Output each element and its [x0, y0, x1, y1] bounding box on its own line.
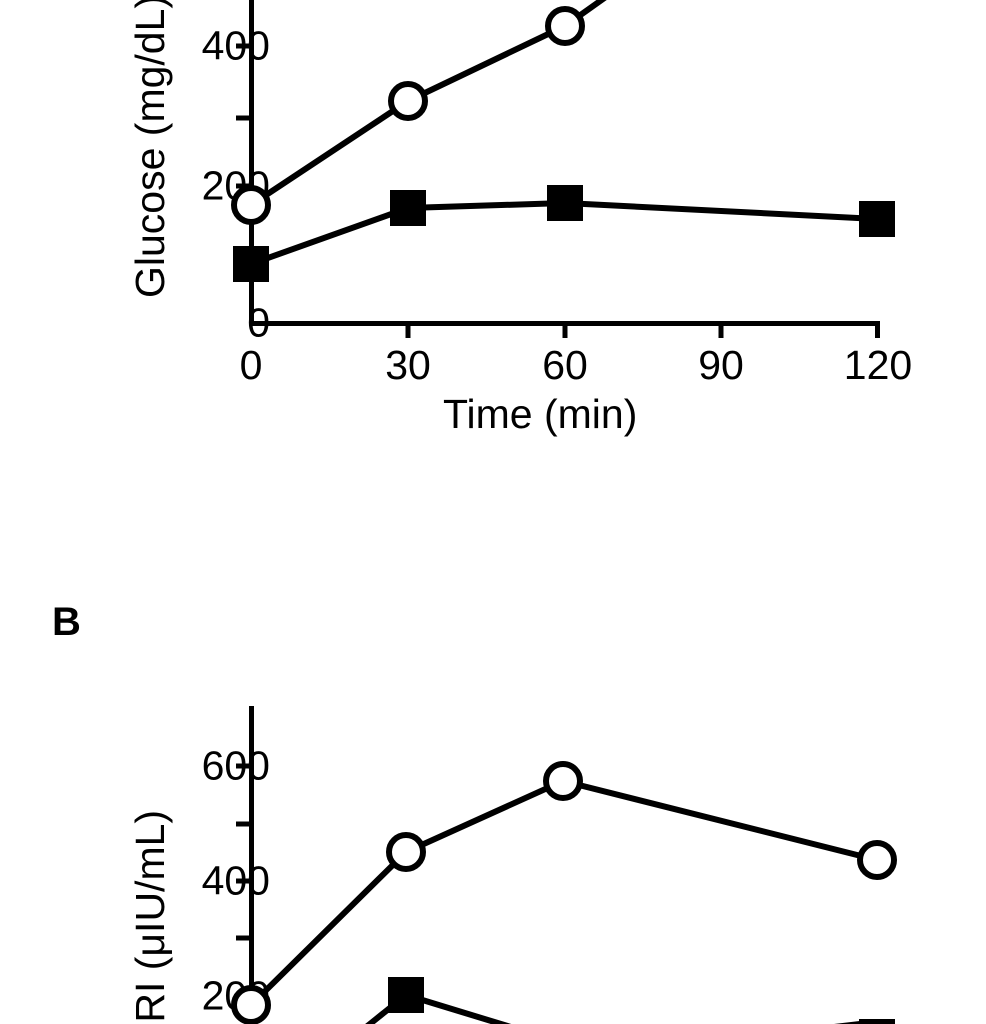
panel-b: B IRI (μIU/mL) 600 400 200: [0, 590, 986, 1024]
panel-a-filled-square-marker-120min: [859, 201, 895, 237]
panel-b-y-tick-label-400: 400: [201, 857, 270, 904]
panel-a-open-circle-marker-30min: [388, 81, 428, 121]
panel-a-x-axis-title: Time (min): [443, 391, 638, 437]
panel-a-open-circle-line: [249, 0, 607, 208]
panel-a-filled-square-marker-60min: [547, 185, 583, 221]
panel-b-filled-square-marker-30min: [388, 977, 424, 1013]
panel-b-open-circle-marker-30min: [386, 832, 426, 872]
panel-a-open-circle-marker-0min: [231, 185, 271, 225]
panel-a-x-tick-label-30: 30: [385, 342, 431, 388]
panel-b-label: B: [52, 600, 81, 644]
panel-a-x-tick-label-90: 90: [698, 342, 744, 388]
panel-a-filled-square-marker-30min: [390, 190, 426, 226]
panel-a-x-tick-label-0: 0: [239, 342, 263, 388]
panel-b-open-circle-marker-60min: [543, 761, 583, 801]
panel-b-y-tick-label-600: 600: [201, 742, 270, 789]
panel-a-x-tick-label-120: 120: [843, 342, 913, 388]
panel-a-plot: [231, 0, 895, 338]
panel-b-open-circle-marker-0min: [231, 985, 271, 1024]
panel-b-filled-square-marker-120min: [859, 1019, 895, 1024]
panel-b-plot: [231, 706, 897, 1024]
panel-a-filled-square-line: [249, 199, 878, 267]
panel-b-open-circle-marker-120min: [857, 840, 897, 880]
panel-b-filled-square-line: [365, 991, 878, 1024]
panel-a-x-tick-label-60: 60: [542, 342, 588, 388]
panel-a-y-tick-label-400: 400: [201, 22, 270, 69]
panel-a-filled-square-marker-0min: [233, 246, 269, 282]
panel-a-open-circle-marker-60min: [545, 6, 585, 46]
panel-a: Glucose (mg/dL) 400 200 0 0 30 60 90 120…: [0, 0, 986, 460]
panel-b-open-circle-line: [248, 777, 878, 1008]
